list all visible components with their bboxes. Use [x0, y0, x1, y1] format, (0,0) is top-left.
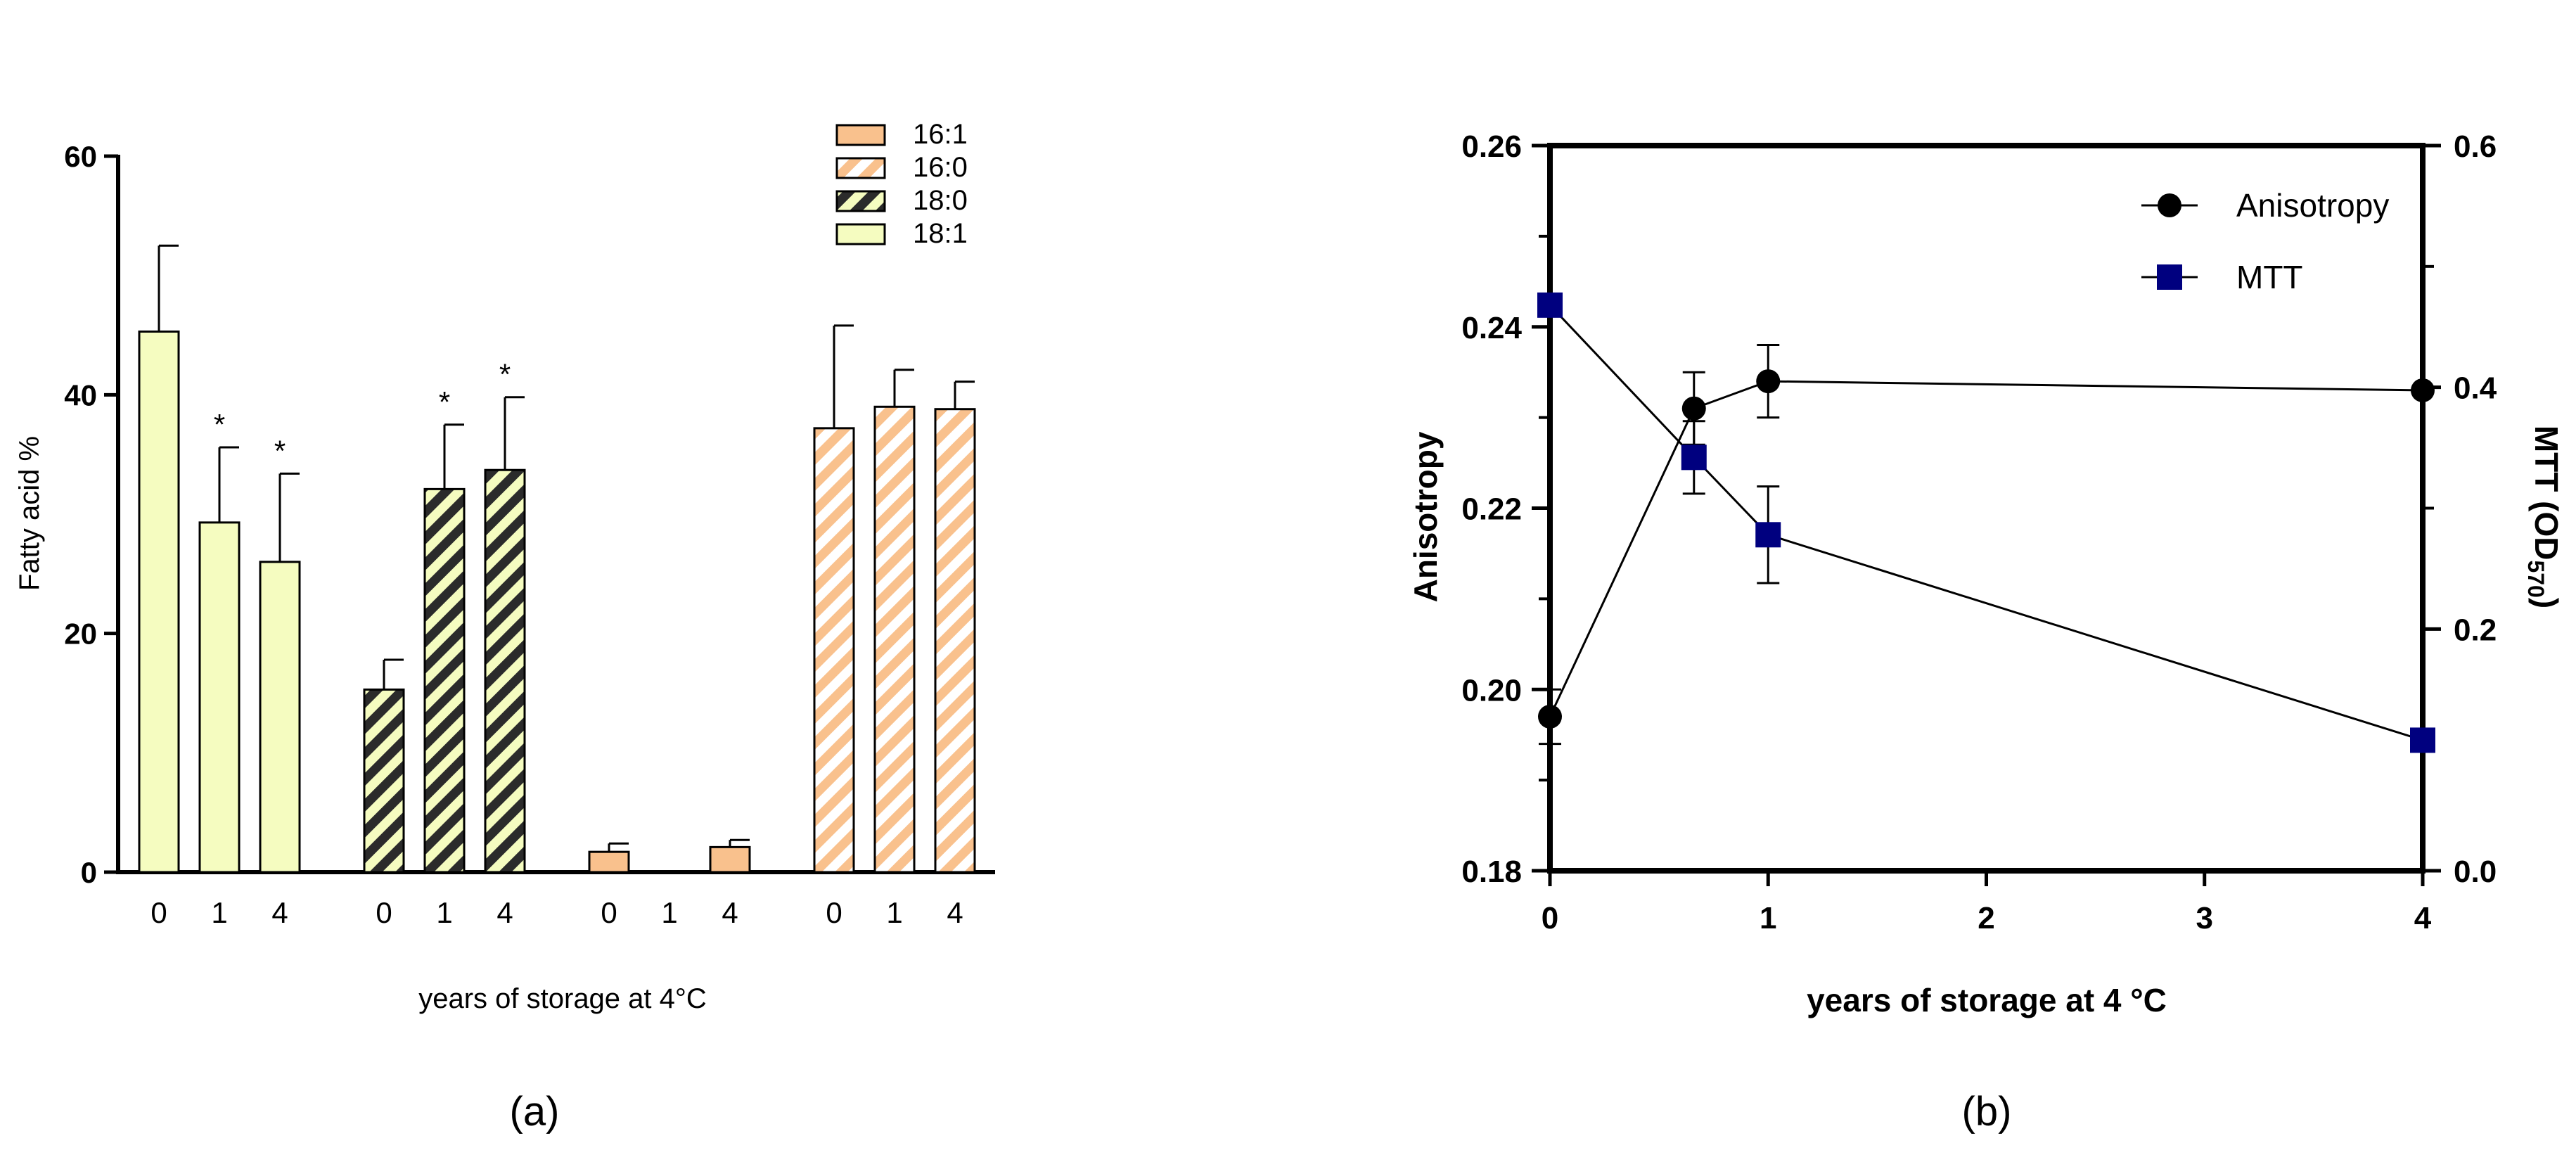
data-point	[1537, 292, 1563, 318]
x-tick-label: 0	[150, 896, 167, 929]
bar	[363, 688, 405, 874]
x-tick-label: 0	[376, 896, 392, 929]
panel-a-x-tick-labels: 0 1 4 0 1 4 0 1 4 0 1 4	[150, 896, 963, 929]
x-tick-label: 1	[661, 896, 677, 929]
panel-a-y-ticks: 0 20 40 60	[64, 140, 118, 889]
y2-tick-label: 0.6	[2454, 129, 2497, 164]
panel-a-x-axis-label: years of storage at 4°C	[418, 983, 707, 1014]
panel-b-y-axis-label: Anisotropy	[1407, 431, 1444, 602]
x-tick-label: 1	[886, 896, 902, 929]
data-point	[1756, 369, 1781, 394]
panel-a-bars: * * * *	[138, 244, 976, 874]
data-point	[2410, 727, 2435, 753]
bar	[709, 845, 751, 874]
panel-a-label: (a)	[510, 1089, 560, 1134]
legend-label: MTT	[2236, 259, 2303, 295]
bar	[934, 408, 976, 874]
panel-a-y-axis-label: Fatty acid %	[14, 436, 45, 591]
legend-swatch	[835, 157, 886, 179]
legend-label: 16:0	[913, 152, 968, 183]
x-tick-label: 2	[1978, 901, 1994, 935]
data-point	[2411, 378, 2435, 402]
panel-b-label: (b)	[1962, 1089, 2012, 1134]
bar	[138, 330, 180, 874]
data-point	[1681, 396, 1706, 421]
x-tick-label: 4	[271, 896, 288, 929]
bar	[588, 850, 630, 874]
bar	[198, 521, 241, 874]
significance-marker: *	[214, 408, 225, 441]
x-tick-label: 1	[436, 896, 452, 929]
x-tick-label: 1	[211, 896, 227, 929]
y-tick-label: 0.20	[1461, 673, 1522, 708]
panel-b-y2-label-main: MTT (OD	[2528, 426, 2565, 561]
y-tick-label: 40	[64, 378, 97, 411]
legend-label: 18:0	[913, 185, 968, 216]
x-tick-label: 4	[496, 896, 513, 929]
panel-b-legend: Anisotropy MTT	[2141, 187, 2389, 295]
data-point	[1681, 445, 1707, 471]
panel-b-ticks: 0.18 0.20 0.22 0.24 0.26 0.0 0.2 0.4 0.6 0 1 2 3 4	[1461, 129, 2497, 935]
y-tick-label: 0.22	[1461, 492, 1522, 527]
panel-b: 0.18 0.20 0.22 0.24 0.26 0.0 0.2 0.4 0.6 0 1 2 3 4 An…	[1407, 129, 2565, 1134]
panel-b-y2-label-end: )	[2528, 598, 2565, 608]
legend-swatch	[835, 223, 886, 245]
legend-marker	[2158, 193, 2181, 217]
panel-b-y2-label-sub: 570	[2523, 560, 2549, 597]
x-tick-label: 1	[1760, 901, 1776, 935]
x-tick-label: 4	[722, 896, 738, 929]
bar	[423, 487, 466, 874]
bar	[259, 561, 301, 874]
data-point	[1538, 704, 1562, 729]
legend-swatch	[835, 190, 886, 212]
legend-marker	[2157, 264, 2182, 290]
panel-b-x-axis-label: years of storage at 4 °C	[1807, 982, 2167, 1018]
x-tick-label: 0	[826, 896, 842, 929]
panel-b-y2-axis-label: MTT (OD570)	[2523, 426, 2565, 608]
y-tick-label: 0.24	[1461, 311, 1522, 345]
y-tick-label: 20	[64, 618, 97, 651]
x-tick-label: 4	[947, 896, 963, 929]
significance-marker: *	[499, 358, 511, 391]
significance-marker: *	[274, 434, 286, 467]
bar	[873, 405, 916, 874]
series-line	[1549, 380, 2423, 717]
x-tick-label: 0	[1542, 901, 1558, 935]
y2-tick-label: 0.4	[2454, 371, 2497, 406]
legend-label: Anisotropy	[2236, 187, 2389, 224]
legend-swatch	[835, 124, 886, 146]
panel-a-legend: 16:116:018:018:1	[835, 119, 968, 249]
y-tick-label: 60	[64, 140, 97, 173]
legend-label: 16:1	[913, 119, 968, 150]
y-tick-label: 0.18	[1461, 855, 1522, 889]
x-tick-label: 3	[2196, 901, 2213, 935]
y-tick-label: 0	[81, 856, 97, 889]
y2-tick-label: 0.0	[2454, 855, 2497, 889]
series-line	[1549, 304, 2423, 741]
y2-tick-label: 0.2	[2454, 613, 2497, 647]
bar	[813, 427, 855, 874]
legend-label: 18:1	[913, 218, 968, 249]
significance-marker: *	[439, 385, 450, 418]
bar	[484, 468, 526, 874]
x-tick-label: 0	[601, 896, 617, 929]
panel-b-series	[1537, 292, 2435, 753]
y-tick-label: 0.26	[1461, 129, 1522, 164]
x-tick-label: 4	[2414, 901, 2432, 935]
data-point	[1755, 522, 1781, 548]
